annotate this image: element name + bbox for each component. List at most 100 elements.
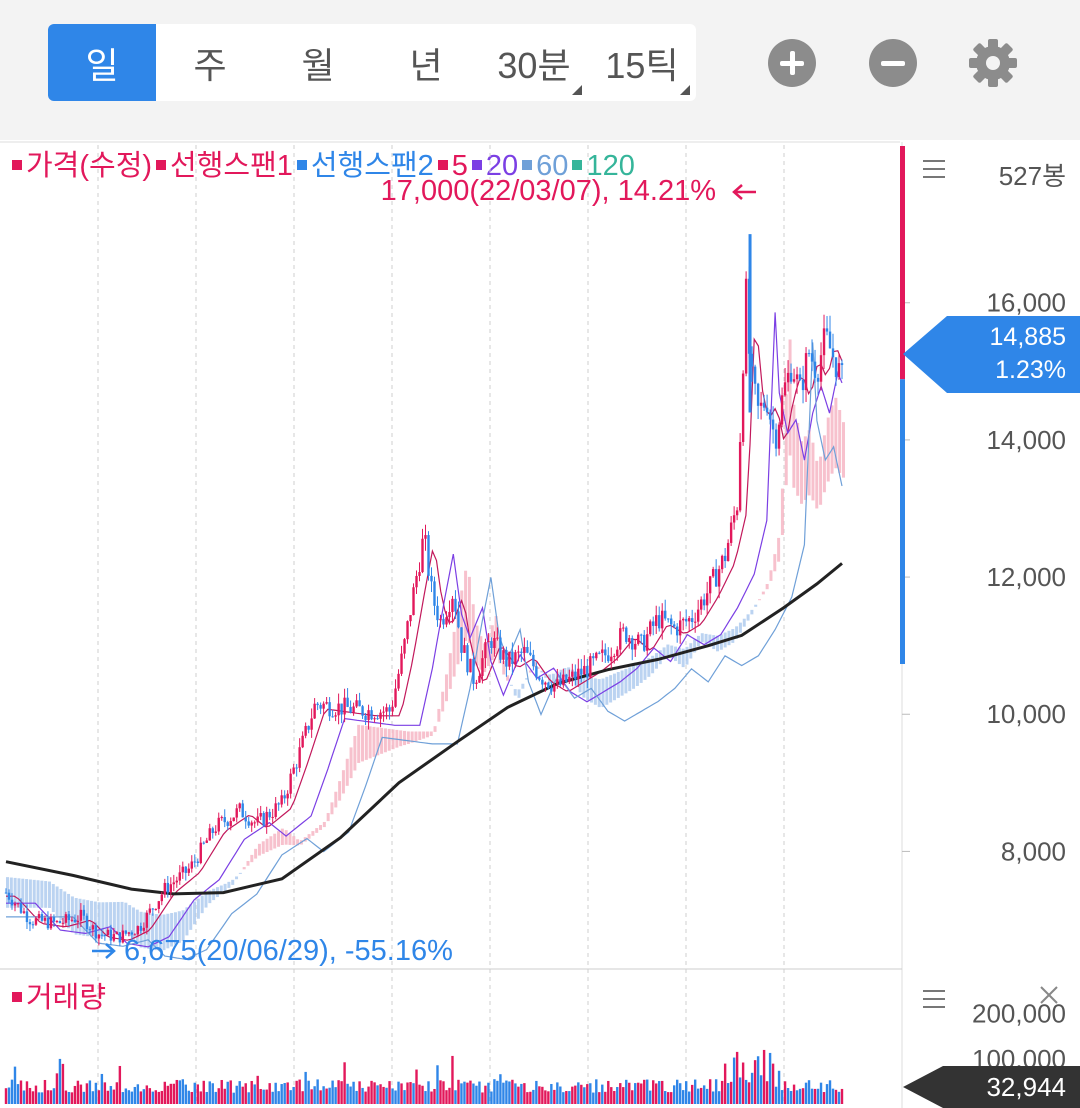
current-volume: 32,944 bbox=[986, 1072, 1066, 1102]
volume-bar bbox=[541, 1086, 544, 1104]
cloud-segment bbox=[410, 731, 414, 743]
volume-bar bbox=[753, 1060, 757, 1104]
volume-bar bbox=[795, 1090, 799, 1104]
candle-body bbox=[256, 816, 259, 823]
volume-menu-icon[interactable] bbox=[923, 990, 945, 1014]
volume-bar bbox=[526, 1092, 529, 1104]
cloud-segment bbox=[212, 888, 216, 901]
candle-body bbox=[667, 618, 670, 620]
candle-body bbox=[349, 706, 352, 713]
cloud-segment bbox=[166, 913, 170, 949]
cloud-segment bbox=[387, 728, 391, 751]
tab-3[interactable]: 년 bbox=[372, 24, 480, 101]
cloud-segment bbox=[761, 591, 765, 595]
volume-bar bbox=[100, 1073, 104, 1104]
tab-5[interactable]: 15틱 bbox=[588, 24, 696, 101]
candle-body bbox=[759, 402, 763, 406]
volume-bar bbox=[49, 1090, 53, 1104]
cloud-segment bbox=[25, 879, 29, 908]
candle-body bbox=[103, 934, 107, 936]
zoom-out-button[interactable] bbox=[869, 39, 917, 87]
candle-body bbox=[840, 363, 844, 366]
candle-body bbox=[199, 842, 202, 863]
tab-4[interactable]: 30분 bbox=[480, 24, 588, 101]
cloud-segment bbox=[590, 677, 594, 703]
candle-body bbox=[355, 700, 358, 707]
candle-body bbox=[217, 817, 220, 832]
cloud-segment bbox=[643, 659, 647, 680]
cloud-segment bbox=[815, 460, 819, 509]
cloud-segment bbox=[712, 635, 716, 650]
cloud-segment bbox=[467, 576, 471, 643]
volume-bar bbox=[205, 1091, 208, 1104]
candle-body bbox=[801, 379, 805, 391]
volume-bar bbox=[268, 1083, 271, 1104]
volume-bar bbox=[774, 1086, 778, 1104]
volume-bar bbox=[550, 1083, 553, 1104]
candle-body bbox=[634, 643, 637, 650]
volume-bar bbox=[538, 1086, 541, 1104]
volume-bar bbox=[358, 1081, 361, 1104]
tab-1[interactable]: 주 bbox=[156, 24, 264, 101]
volume-bar bbox=[82, 1091, 86, 1104]
volume-bar bbox=[94, 1082, 98, 1104]
volume-bar bbox=[202, 1080, 205, 1104]
cloud-segment bbox=[819, 456, 823, 505]
candle-body bbox=[607, 655, 610, 662]
close-icon[interactable] bbox=[1038, 984, 1060, 1006]
volume-bar bbox=[40, 1092, 44, 1104]
volume-bar bbox=[598, 1092, 601, 1104]
volume-bar bbox=[271, 1091, 274, 1104]
candle-body bbox=[409, 615, 412, 622]
candle-body bbox=[334, 715, 337, 717]
candle-body bbox=[304, 725, 307, 736]
volume-bar bbox=[643, 1079, 646, 1104]
volume-bar bbox=[825, 1084, 829, 1104]
volume-bar bbox=[735, 1051, 739, 1104]
candle-body bbox=[520, 651, 523, 653]
cloud-segment bbox=[567, 667, 571, 677]
candle-body bbox=[22, 911, 26, 913]
cloud-segment bbox=[51, 884, 55, 913]
candle-body bbox=[169, 884, 173, 893]
cloud-segment bbox=[502, 660, 506, 675]
volume-bar bbox=[421, 1085, 424, 1104]
tab-2[interactable]: 월 bbox=[264, 24, 372, 101]
cloud-segment bbox=[624, 668, 628, 694]
legend-entry: 60 bbox=[536, 150, 569, 182]
volume-bar bbox=[625, 1079, 628, 1104]
volume-bar bbox=[607, 1080, 610, 1104]
candle-body bbox=[670, 618, 673, 625]
cloud-segment bbox=[296, 839, 300, 846]
settings-button[interactable] bbox=[966, 36, 1020, 90]
zoom-in-button[interactable] bbox=[768, 39, 816, 87]
cloud-segment bbox=[383, 728, 387, 753]
legend-entry: 선행스팬1 bbox=[170, 150, 293, 182]
candle-body bbox=[145, 912, 149, 928]
cloud-segment bbox=[578, 674, 582, 693]
tab-0[interactable]: 일 bbox=[48, 24, 156, 101]
cloud-segment bbox=[231, 879, 235, 885]
candle-body bbox=[331, 716, 334, 718]
volume-bar bbox=[385, 1087, 388, 1104]
cloud-segment bbox=[170, 913, 174, 947]
volume-bar bbox=[508, 1081, 511, 1104]
candle-body bbox=[643, 634, 646, 651]
cloud-segment bbox=[181, 910, 185, 941]
volume-bar bbox=[502, 1082, 505, 1104]
volume-bar bbox=[816, 1088, 820, 1104]
volume-bar bbox=[133, 1086, 137, 1104]
volume-bar bbox=[427, 1081, 430, 1104]
tab-label: 년 bbox=[409, 44, 443, 86]
bar-count: 527봉 bbox=[998, 161, 1066, 191]
candle-body bbox=[37, 914, 41, 919]
cloud-segment bbox=[822, 435, 826, 493]
candle-body bbox=[831, 348, 835, 358]
candle-body bbox=[424, 535, 427, 539]
volume-bar bbox=[319, 1090, 322, 1104]
candle-body bbox=[124, 930, 128, 934]
cloud-segment bbox=[21, 878, 25, 908]
legend-entry: 가격(수정) bbox=[26, 150, 153, 182]
cloud-segment bbox=[651, 655, 655, 674]
price-menu-icon[interactable] bbox=[923, 160, 945, 184]
